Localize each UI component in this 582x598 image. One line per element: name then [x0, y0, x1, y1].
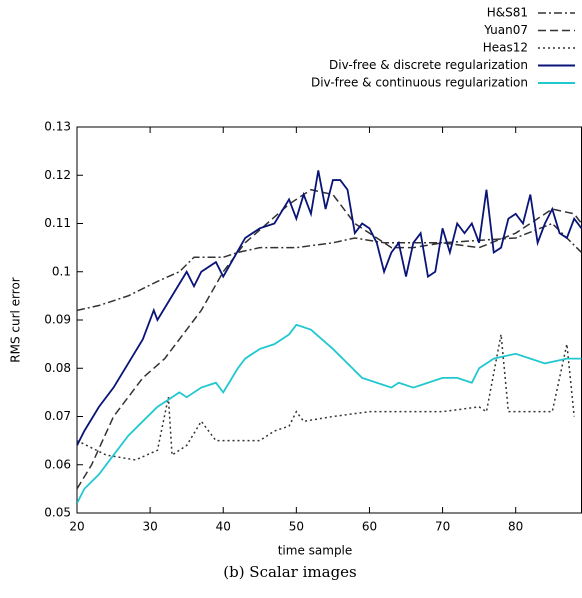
- caption: (b) Scalar images: [223, 563, 357, 581]
- legend-label: Div-free & discrete regularization: [329, 58, 528, 72]
- y-tick-label: 0.1: [52, 264, 71, 278]
- legend-label: Div-free & continuous regularization: [311, 76, 528, 90]
- x-axis-label: time sample: [278, 544, 353, 558]
- series-line: [77, 222, 582, 312]
- series-line: [77, 170, 582, 446]
- y-tick-label: 0.08: [44, 361, 71, 375]
- y-tick-label: 0.09: [44, 313, 71, 327]
- series-line: [77, 188, 582, 490]
- legend-label: Heas12: [483, 41, 528, 55]
- y-tick-label: 0.12: [44, 168, 71, 182]
- x-tick-label: 40: [216, 520, 231, 534]
- y-tick-label: 0.13: [44, 120, 71, 134]
- legend-label: H&S81: [487, 6, 528, 20]
- x-tick-label: 50: [289, 520, 304, 534]
- series-line: [77, 323, 582, 504]
- x-tick-label: 20: [69, 520, 84, 534]
- x-tick-label: 30: [142, 520, 157, 534]
- x-tick-label: 70: [435, 520, 450, 534]
- x-tick-label: 60: [362, 520, 377, 534]
- y-tick-label: 0.11: [44, 216, 71, 230]
- plot-frame: [76, 126, 582, 514]
- series-line: [77, 334, 575, 461]
- legend-label: Yuan07: [483, 23, 528, 37]
- x-tick-label: 80: [508, 520, 523, 534]
- y-axis-label: RMS curl error: [9, 277, 23, 363]
- y-tick-label: 0.05: [44, 506, 71, 520]
- y-tick-label: 0.06: [44, 457, 71, 471]
- plot-lines: [77, 170, 582, 504]
- y-tick-label: 0.07: [44, 409, 71, 423]
